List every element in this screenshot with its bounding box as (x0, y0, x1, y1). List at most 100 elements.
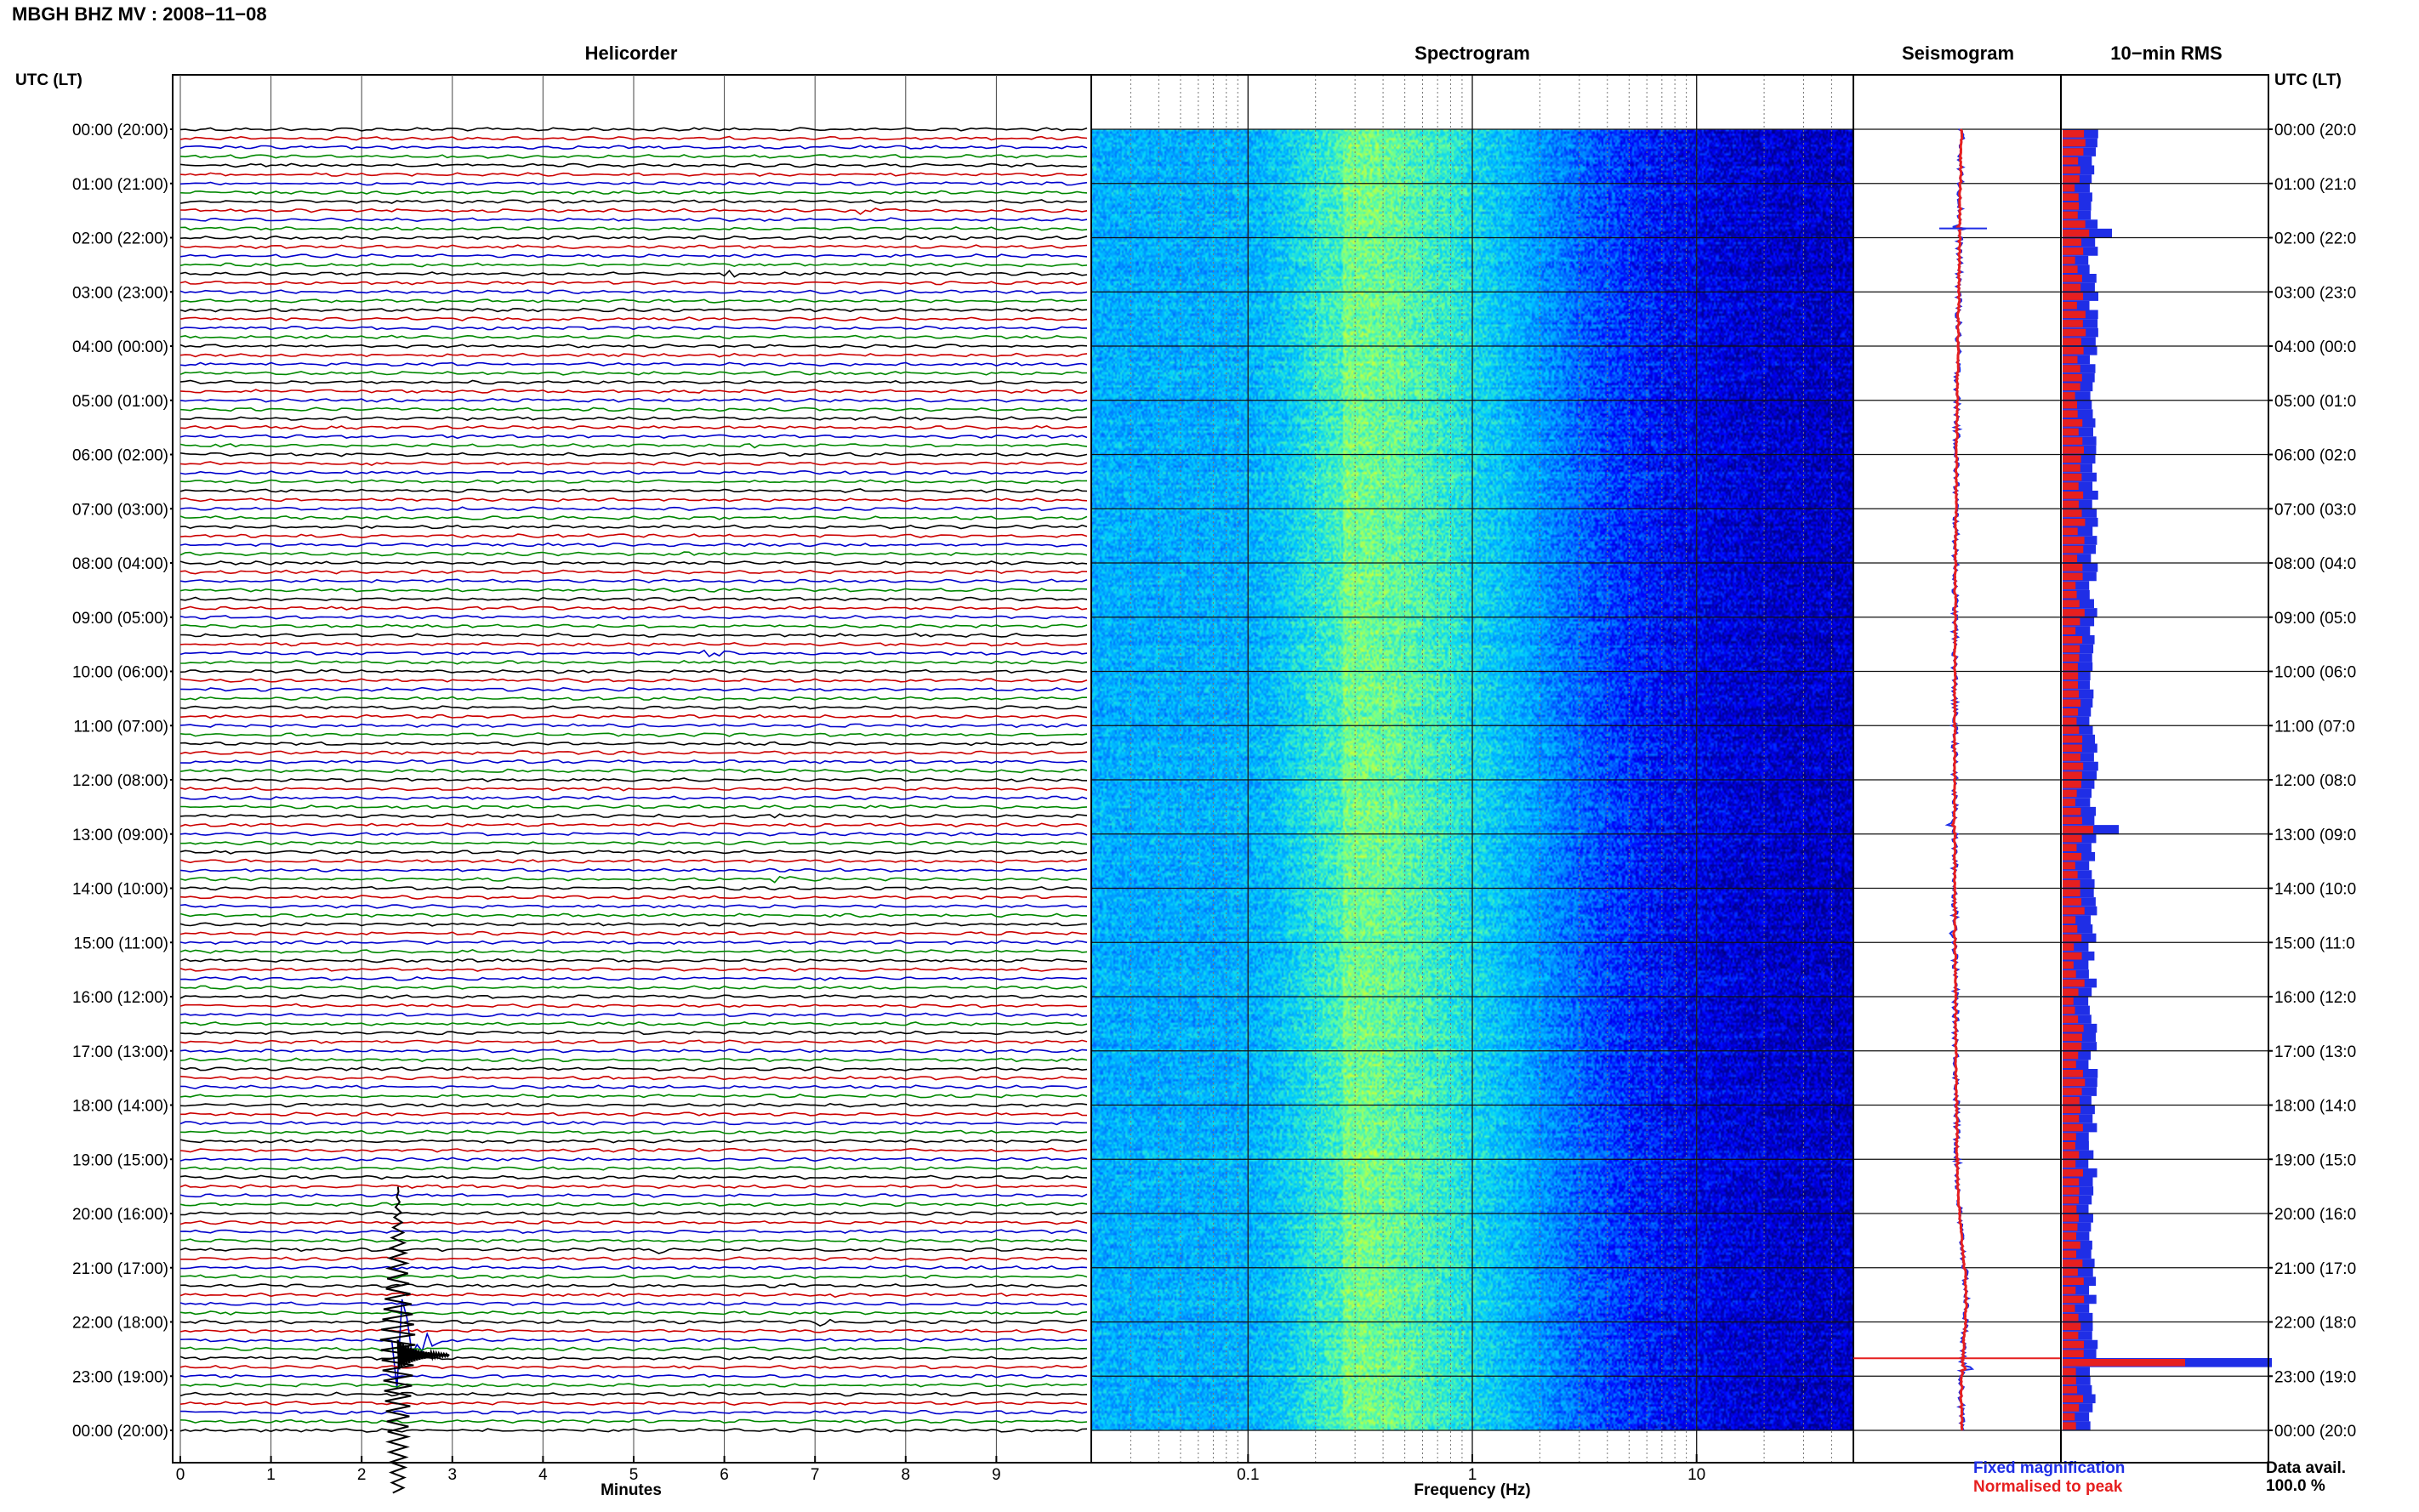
rms-bar-normalised (2063, 310, 2086, 319)
y-tick-label-left: 16:00 (12:00) (72, 989, 168, 1007)
rms-bar-normalised (2063, 1196, 2079, 1204)
helicorder-trace (179, 696, 1087, 702)
helicorder-trace (179, 605, 1088, 611)
helicorder-trace (179, 1184, 1088, 1190)
helicorder-trace (179, 1093, 1088, 1099)
helicorder-trace (179, 912, 1087, 918)
seismogram-title: Seismogram (1902, 43, 2014, 64)
rms-bar-fixed (2063, 1141, 2089, 1151)
rms-bar-normalised (2063, 338, 2081, 345)
helicorder-trace (179, 1057, 1088, 1063)
helicorder-trace (179, 1012, 1088, 1018)
helicorder-trace (179, 479, 1088, 485)
helicorder-trace (179, 1003, 1088, 1009)
rms-bar-normalised (2063, 437, 2083, 445)
rms-bar-normalised (2063, 934, 2082, 942)
helicorder-trace (179, 633, 1088, 638)
y-tick-label-left: 00:00 (20:00) (72, 1423, 168, 1441)
y-tick-label-right: 21:00 (17:0 (2274, 1260, 2356, 1278)
rms-bar-normalised (2063, 1006, 2075, 1015)
helicorder-trace (179, 199, 1088, 204)
y-tick-label-left: 14:00 (10:00) (72, 881, 168, 899)
seismogram-panel: Fixed magnification Normalised to peak (1853, 74, 2125, 1496)
rms-bar-normalised (2063, 184, 2075, 192)
rms-bar-normalised (2063, 609, 2085, 617)
helicorder-trace (179, 154, 1088, 159)
y-tick-label-right: 06:00 (02:0 (2274, 447, 2356, 465)
y-tick-label-left: 08:00 (04:00) (72, 555, 168, 573)
rms-bar-normalised (2063, 347, 2084, 355)
rms-bar-normalised (2063, 645, 2080, 653)
spectrogram-panel: 0.1 1 10 Frequency (Hz) (1090, 74, 1854, 1499)
helicorder-trace (179, 1039, 1088, 1045)
rms-bar-normalised (2063, 699, 2081, 707)
rms-bar-normalised (2063, 1214, 2079, 1222)
rms-bar-fixed (2063, 1384, 2092, 1395)
rms-bar-normalised (2063, 1232, 2077, 1240)
y-tick-label-left: 13:00 (09:00) (72, 827, 168, 844)
rms-bar-normalised (2063, 1340, 2085, 1349)
rms-bar-normalised (2063, 590, 2077, 599)
y-tick-label-right: 22:00 (18:0 (2274, 1315, 2356, 1333)
rms-bar-normalised (2063, 681, 2079, 689)
rms-bar-normalised (2063, 1268, 2078, 1276)
helicorder-trace (179, 334, 1088, 340)
helicorder-trace (179, 397, 1088, 403)
rms-bar-normalised (2063, 1332, 2079, 1339)
helicorder-trace (179, 867, 1088, 873)
rms-bar-fixed (2063, 409, 2093, 418)
helicorder-trace (179, 1174, 1088, 1180)
rms-bar-fixed (2063, 1304, 2090, 1313)
helicorder-trace (179, 1129, 1088, 1135)
y-tick-label-left: 04:00 (00:00) (72, 338, 168, 356)
helicorder-trace (179, 461, 1088, 466)
helicorder-trace (180, 840, 1088, 846)
rms-bar-normalised (2063, 1115, 2080, 1123)
helicorder-event-spike (379, 1186, 416, 1494)
helicorder-trace (179, 949, 1088, 954)
helicorder-trace (179, 226, 1088, 231)
helicorder-trace (179, 1030, 1088, 1036)
rms-bar-normalised (2063, 211, 2078, 219)
helicorder-trace (179, 1391, 1088, 1397)
rms-bar-fixed (2063, 1412, 2090, 1422)
helicorder-trace (179, 379, 1088, 385)
rms-bar-normalised (2063, 988, 2079, 996)
helicorder-title: Helicorder (585, 43, 678, 64)
helicorder-trace (179, 885, 1088, 891)
rms-bar-normalised (2063, 1241, 2080, 1249)
helicorder-trace (179, 1328, 1088, 1333)
rms-bar-normalised (2063, 1078, 2086, 1087)
helicorder-trace (179, 895, 1088, 900)
figure-title: MBGH BHZ MV : 2008−11−08 (12, 3, 267, 25)
rms-bar-normalised (2063, 879, 2080, 888)
helicorder-trace (179, 686, 1088, 692)
rms-bar-normalised (2063, 238, 2082, 247)
helicorder-trace (179, 370, 1088, 376)
helicorder-trace (179, 858, 1088, 864)
rms-bar-normalised (2063, 1287, 2076, 1294)
rms-bar-fixed (2063, 1249, 2092, 1259)
helicorder-trace (179, 361, 1088, 367)
utc-header-right: UTC (LT) (2274, 71, 2342, 89)
y-tick-label-left: 03:00 (23:00) (72, 284, 168, 302)
helicorder-trace (179, 614, 1088, 620)
rms-bar-normalised (2063, 247, 2084, 255)
helicorder-trace (179, 325, 1088, 331)
helicorder-trace (179, 1120, 1088, 1126)
rms-bar-fixed (2063, 255, 2089, 265)
spectrogram-grid (1090, 75, 1854, 1463)
helicorder-trace (179, 524, 1088, 530)
rms-bar-normalised (2063, 1043, 2082, 1050)
y-tick-label-right: 03:00 (23:0 (2274, 284, 2356, 302)
helicorder-trace (179, 777, 1088, 782)
rms-bar-fixed (2063, 924, 2093, 934)
rms-bar-normalised (2063, 139, 2086, 147)
rms-bar-normalised (2063, 1223, 2078, 1231)
rms-bar-normalised (2063, 1250, 2077, 1259)
y-tick-label-left: 06:00 (02:00) (72, 447, 168, 465)
helicorder-trace (179, 1310, 1088, 1316)
helicorder-trace (179, 352, 1088, 358)
helicorder-x-tick-label: 4 (538, 1466, 548, 1484)
helicorder-trace (179, 289, 1088, 295)
